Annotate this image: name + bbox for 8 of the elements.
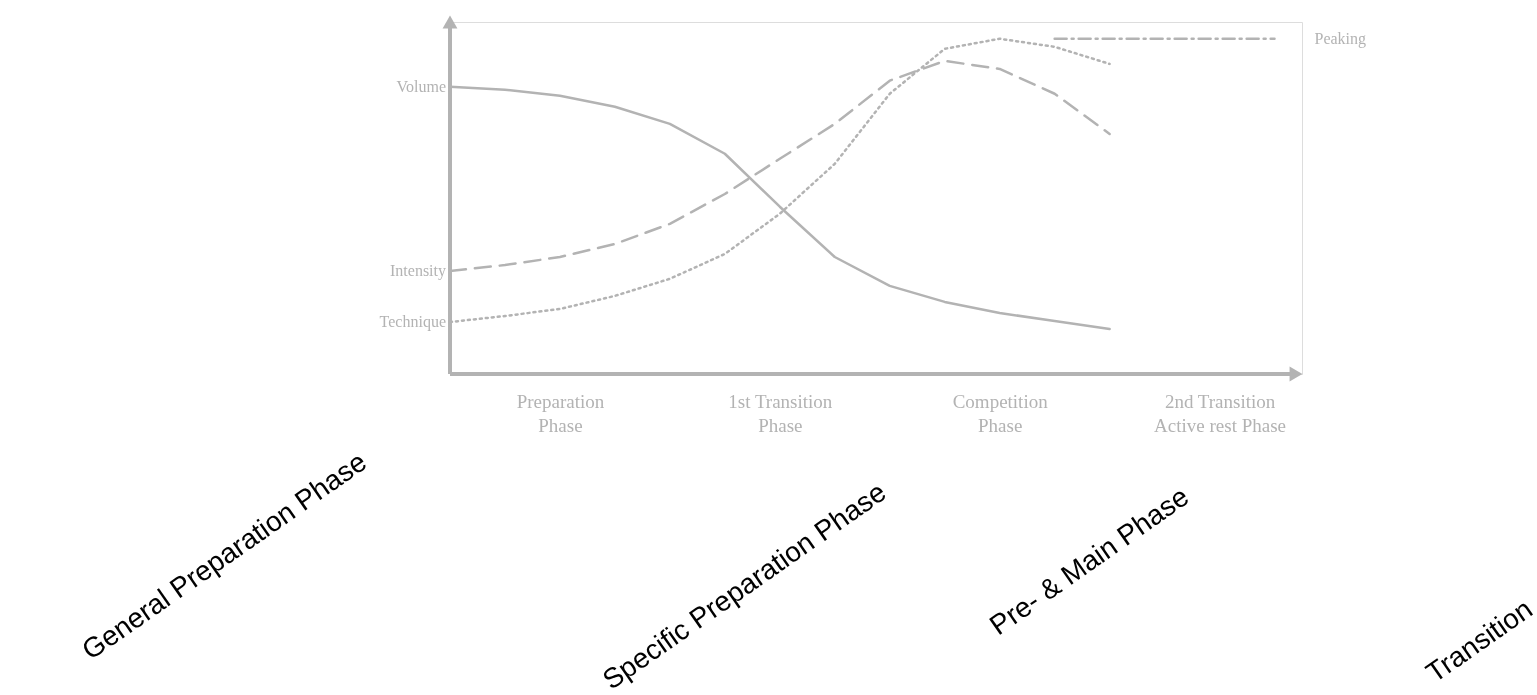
text: Peaking bbox=[1314, 29, 1367, 48]
x-tick-label: 2nd Transition Active rest Phase bbox=[1154, 390, 1286, 436]
series-label: Intensity bbox=[390, 262, 446, 281]
x-tick-label: Competition Phase bbox=[952, 390, 1049, 436]
x-tick-label: 1st Transition Phase bbox=[728, 390, 833, 436]
series-label: Volume bbox=[396, 77, 446, 95]
series-label: Technique bbox=[379, 313, 446, 332]
x-tick-label: Preparation Phase bbox=[516, 390, 605, 436]
